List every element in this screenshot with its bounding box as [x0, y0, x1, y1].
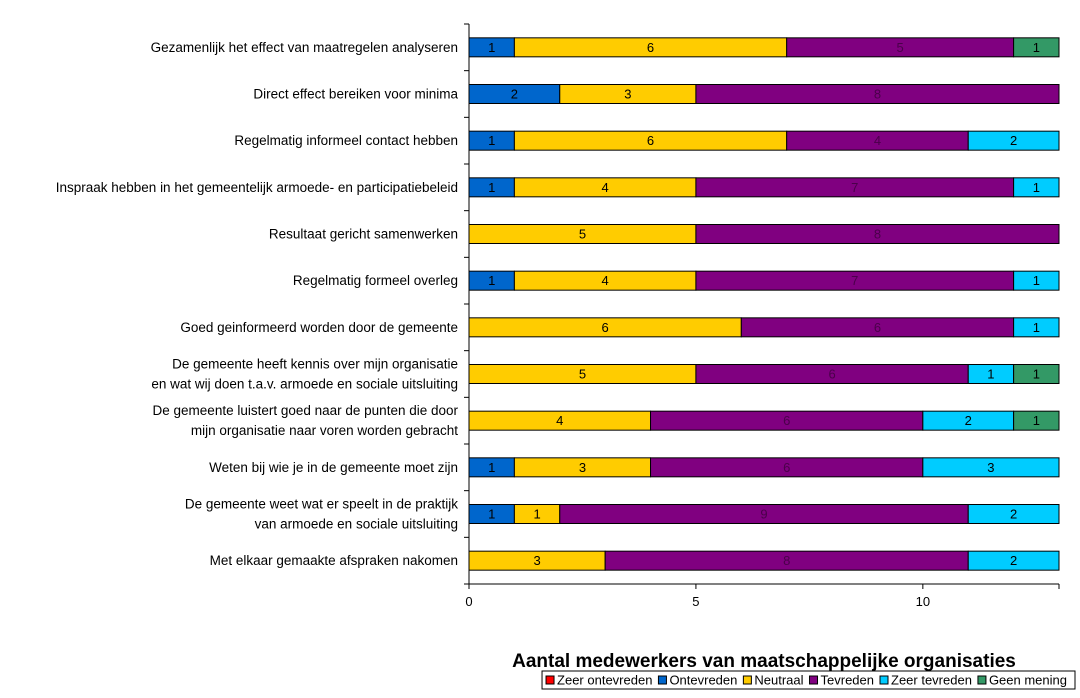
category-label: De gemeente luistert goed naar de punten…: [153, 403, 459, 438]
data-label: 1: [1033, 40, 1040, 55]
data-label: 2: [1010, 507, 1017, 522]
category-label: De gemeente heeft kennis over mijn organ…: [151, 357, 458, 392]
bar-segment: [967, 130, 1060, 151]
x-axis-title: Aantal medewerkers van maatschappelijke …: [512, 651, 1016, 672]
data-label: 3: [533, 553, 540, 568]
legend-label: Ontevreden: [669, 673, 737, 688]
data-label: 2: [1010, 133, 1017, 148]
data-label: 6: [647, 40, 654, 55]
legend-swatch: [977, 675, 987, 685]
category-labels: Gezamenlijk het effect van maatregelen a…: [56, 40, 459, 568]
data-label: 6: [783, 460, 790, 475]
x-axis: 0 5 10: [464, 23, 1060, 609]
data-label: 6: [828, 367, 835, 382]
category-label: Resultaat gericht samenwerken: [269, 227, 458, 242]
data-label: 5: [897, 40, 904, 55]
data-label: 6: [602, 320, 609, 335]
data-label: 5: [579, 367, 586, 382]
data-label: 1: [488, 273, 495, 288]
category-label: Direct effect bereiken voor minima: [253, 87, 458, 102]
bar-segment: [1013, 37, 1060, 58]
legend-swatch: [657, 675, 667, 685]
data-label: 6: [647, 133, 654, 148]
legend-label: Tevreden: [821, 673, 874, 688]
data-label: 2: [1010, 553, 1017, 568]
data-label: 1: [488, 40, 495, 55]
data-label: 1: [1033, 367, 1040, 382]
data-label: 7: [851, 180, 858, 195]
data-label: 3: [624, 87, 631, 102]
data-label: 4: [874, 133, 881, 148]
data-label: 1: [987, 367, 994, 382]
data-label: 1: [488, 460, 495, 475]
legend-swatch: [879, 675, 889, 685]
legend-label: Neutraal: [754, 673, 803, 688]
data-label: 6: [874, 320, 881, 335]
data-label: 4: [602, 180, 609, 195]
data-label: 1: [488, 133, 495, 148]
data-label: 8: [783, 553, 790, 568]
data-label: 1: [1033, 413, 1040, 428]
bar-segment: [1013, 364, 1060, 384]
data-label: 2: [965, 413, 972, 428]
legend-label: Geen mening: [989, 673, 1067, 688]
legend-swatch: [545, 675, 555, 685]
x-tick-label: 0: [465, 594, 472, 609]
category-label: Regelmatig formeel overleg: [293, 273, 458, 288]
category-label: De gemeente weet wat er speelt in de pra…: [185, 497, 458, 532]
data-label: 3: [579, 460, 586, 475]
category-label: Gezamenlijk het effect van maatregelen a…: [151, 40, 458, 55]
category-label: Weten bij wie je in de gemeente moet zij…: [209, 460, 458, 475]
data-label: 2: [511, 87, 518, 102]
legend: Zeer ontevreden Ontevreden Neutraal Tevrede…: [541, 670, 1076, 690]
data-label: 1: [488, 507, 495, 522]
bar-segment: [1013, 270, 1060, 291]
bar-segment: [967, 504, 1060, 524]
data-label: 1: [1033, 180, 1040, 195]
data-label: 3: [987, 460, 994, 475]
bar-segments: 1 6 5 12 3 81 6 4 21 4 7 15 81 4 7 16 6 15 6 1 14 6 2 11 3 6 31 1 9 2…: [468, 37, 1060, 571]
data-label: 1: [533, 507, 540, 522]
data-label: 5: [579, 227, 586, 242]
bar-segment: [1013, 317, 1060, 338]
data-label: 1: [488, 180, 495, 195]
x-tick-label: 10: [916, 594, 930, 609]
bar-segment: [695, 224, 1060, 244]
legend-swatch: [742, 675, 752, 685]
data-label: 4: [556, 413, 563, 428]
category-label: Regelmatig informeel contact hebben: [234, 133, 458, 148]
bar-segment: [695, 84, 1060, 104]
data-label: 8: [874, 87, 881, 102]
data-label: 8: [874, 227, 881, 242]
legend-label: Zeer tevreden: [891, 673, 972, 688]
data-label: 1: [1033, 273, 1040, 288]
bar-segment: [1013, 410, 1060, 431]
x-tick-label: 5: [692, 594, 699, 609]
data-label: 1: [1033, 320, 1040, 335]
category-label: Goed geinformeerd worden door de gemeent…: [180, 320, 458, 335]
category-label: Inspraak hebben in het gemeentelijk armo…: [56, 180, 458, 195]
data-label: 7: [851, 273, 858, 288]
bar-segment: [967, 550, 1060, 571]
data-label: 4: [602, 273, 609, 288]
data-label: 6: [783, 413, 790, 428]
legend-label: Zeer ontevreden: [557, 673, 652, 688]
legend-swatch: [809, 675, 819, 685]
category-label: Met elkaar gemaakte afspraken nakomen: [210, 553, 458, 568]
legend-box: [541, 670, 1076, 690]
bar-segment: [922, 457, 1060, 478]
bar-segment: [1013, 177, 1060, 198]
data-label: 9: [760, 507, 767, 522]
